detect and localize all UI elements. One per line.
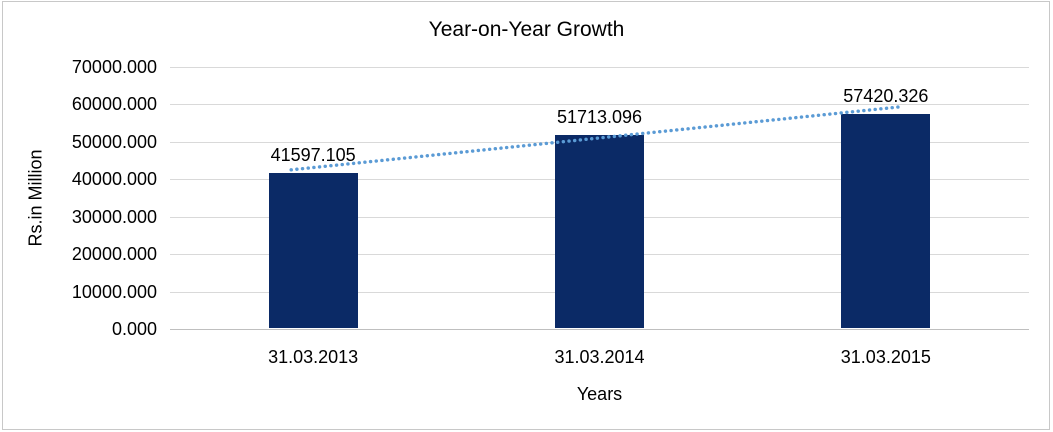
y-tick-label: 10000.000 <box>71 281 157 302</box>
gridline <box>170 67 1029 68</box>
bar <box>555 135 644 328</box>
y-axis-title: Rs.in Million <box>25 149 46 247</box>
bar <box>841 114 931 328</box>
data-label: 57420.326 <box>843 86 929 107</box>
bar <box>268 173 358 328</box>
y-tick-label: 40000.000 <box>71 169 157 190</box>
y-tick-label: 20000.000 <box>71 244 157 265</box>
x-tick-label: 31.03.2013 <box>268 347 359 367</box>
x-axis-title: Years <box>576 384 623 404</box>
y-tick-label: 0.000 <box>111 319 157 339</box>
gridline <box>170 329 1029 330</box>
data-label: 51713.096 <box>556 107 643 128</box>
y-tick-label: 50000.000 <box>71 131 157 152</box>
y-tick-label: 30000.000 <box>71 206 157 227</box>
x-tick-label: 31.03.2014 <box>554 347 645 367</box>
y-tick-label: 70000.000 <box>71 57 157 77</box>
data-label: 41597.105 <box>270 145 356 166</box>
y-tick-label: 60000.000 <box>71 94 157 115</box>
gridline <box>170 104 1029 106</box>
x-tick-label: 31.03.2015 <box>840 347 931 367</box>
chart-title: Year-on-Year Growth <box>428 18 625 41</box>
